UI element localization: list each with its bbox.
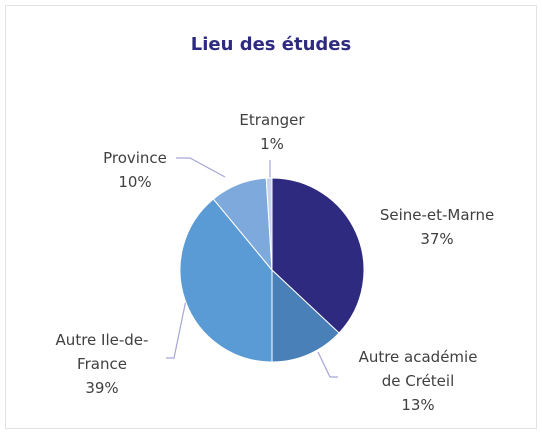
value-label: 39% — [85, 379, 119, 397]
leader-line — [166, 299, 187, 359]
pie-slice — [271, 268, 340, 363]
category-label: Province — [103, 149, 167, 167]
value-label: 37% — [420, 230, 454, 248]
pie-slice — [179, 198, 273, 363]
leader-line — [317, 351, 338, 378]
data-label: Etranger 1% — [222, 108, 322, 156]
data-label: Autre Ile-de-France 39% — [47, 328, 157, 400]
category-label: Autre académie de Créteil — [358, 348, 478, 390]
leader-lines — [166, 157, 338, 378]
value-label: 10% — [118, 173, 152, 191]
leader-line — [176, 157, 226, 178]
value-label: 13% — [401, 396, 435, 414]
data-label: Province 10% — [80, 146, 190, 194]
data-label: Seine-et-Marne 37% — [362, 203, 512, 251]
chart-frame — [5, 5, 537, 429]
chart-title: Lieu des études — [190, 34, 352, 55]
pie-slice — [271, 177, 365, 334]
data-label: Autre académie de Créteil 13% — [353, 345, 483, 417]
pie-slice — [265, 177, 273, 271]
category-label: Seine-et-Marne — [379, 206, 495, 224]
category-label: Etranger — [239, 111, 305, 129]
value-label: 1% — [260, 135, 284, 153]
category-label: Autre Ile-de-France — [55, 331, 149, 373]
